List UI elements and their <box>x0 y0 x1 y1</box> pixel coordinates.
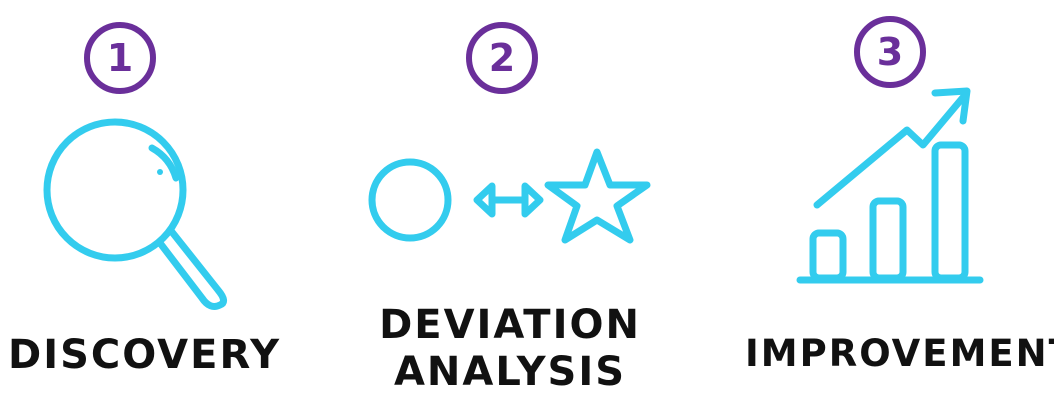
step-label: IMPROVEMENT <box>745 332 1054 375</box>
step-label-line-2: ANALYSIS <box>393 349 627 395</box>
step-discovery: 1 DISCOVERY <box>0 0 282 405</box>
step-improvement: 3 IMPROVEMENT <box>740 0 1054 405</box>
step-label-line-1: DEVIATION <box>379 302 641 348</box>
step-deviation-analysis: 2 DEVIATION ANALYSIS <box>350 0 670 405</box>
step-number: 2 <box>489 36 515 80</box>
step-number: 3 <box>877 30 903 74</box>
step-label: DISCOVERY <box>8 332 282 378</box>
step-number-badge: 2 <box>466 22 538 94</box>
step-number: 1 <box>107 36 133 80</box>
growth-chart-icon <box>796 87 984 284</box>
circle-compare-star-icon <box>368 148 651 244</box>
step-number-badge: 1 <box>84 22 156 94</box>
step-number-badge: 3 <box>854 16 926 88</box>
magnifying-glass-icon <box>43 118 227 310</box>
